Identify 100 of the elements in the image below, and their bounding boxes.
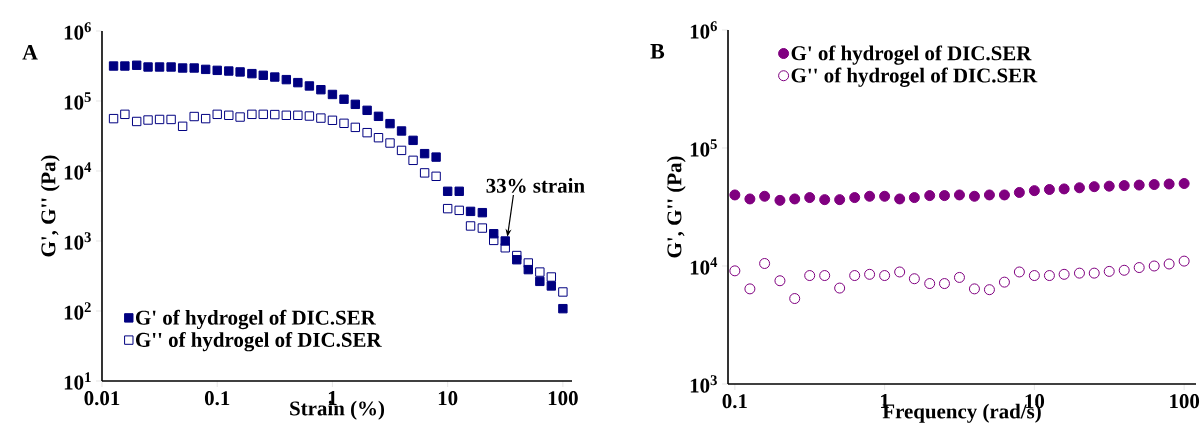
point <box>879 190 891 202</box>
point <box>924 190 936 202</box>
point <box>235 67 245 77</box>
point <box>1178 255 1190 267</box>
point <box>224 110 234 120</box>
point <box>316 85 326 95</box>
point <box>200 113 211 124</box>
point <box>729 189 741 201</box>
point <box>154 114 165 125</box>
point <box>1148 179 1160 191</box>
point <box>212 109 222 120</box>
point <box>373 133 384 143</box>
point <box>408 155 418 166</box>
point <box>1013 186 1025 198</box>
point <box>350 99 361 110</box>
point <box>968 190 980 202</box>
point <box>154 62 165 72</box>
point <box>339 118 349 129</box>
point <box>316 113 326 123</box>
point <box>1013 266 1025 278</box>
x-tick-label: 0.01 <box>84 391 120 406</box>
point <box>477 223 488 233</box>
point <box>327 115 338 125</box>
point <box>968 283 980 295</box>
point <box>327 89 338 100</box>
annotation: 33% strain <box>486 178 585 193</box>
point <box>258 109 268 120</box>
point <box>834 194 846 206</box>
point <box>558 303 568 314</box>
point <box>953 271 965 283</box>
point <box>1133 179 1145 191</box>
point <box>998 189 1010 201</box>
point <box>535 276 545 287</box>
x-tick-label: 100 <box>1170 394 1200 409</box>
y-tick-label: 10$^{3}$ <box>64 232 91 250</box>
point <box>789 293 801 305</box>
y-tick-label: 10$^{3}$ <box>690 375 717 393</box>
x-tick-label: 100 <box>548 391 578 406</box>
point <box>953 189 965 201</box>
point <box>512 250 522 261</box>
point <box>177 121 188 131</box>
point <box>804 270 816 282</box>
point <box>419 168 430 178</box>
y-tick-label: 10$^{5}$ <box>64 92 91 110</box>
point <box>834 282 846 294</box>
point <box>385 118 395 129</box>
point <box>1058 268 1070 280</box>
point <box>983 284 995 296</box>
point <box>1043 183 1055 195</box>
point <box>385 138 395 148</box>
point <box>396 145 407 156</box>
point <box>864 268 876 280</box>
point <box>908 192 920 204</box>
point <box>1163 258 1175 270</box>
point <box>189 111 199 122</box>
y-tick-label: 10$^{6}$ <box>64 22 91 40</box>
legend-label: G' of hydrogel of DIC.SER <box>135 309 376 330</box>
point <box>500 243 510 253</box>
point <box>131 60 142 70</box>
point <box>212 65 222 76</box>
point <box>431 152 441 162</box>
point <box>1163 178 1175 190</box>
point <box>1043 270 1055 282</box>
legend-label: G' of hydrogel of DIC.SER <box>791 45 1032 65</box>
point <box>270 109 280 120</box>
point <box>350 122 361 133</box>
point <box>744 193 756 205</box>
point <box>924 278 936 290</box>
point <box>143 62 153 72</box>
point <box>224 66 234 76</box>
point <box>1088 181 1100 193</box>
point <box>894 266 906 278</box>
point <box>373 111 384 122</box>
legend-label: G'' of hydrogel of DIC.SER <box>135 331 382 352</box>
point <box>1133 262 1145 274</box>
point <box>396 126 407 136</box>
y-tick-label: 10$^{4}$ <box>690 257 718 275</box>
point <box>938 190 950 202</box>
point <box>864 190 876 202</box>
point <box>177 63 188 73</box>
point <box>304 81 315 91</box>
point <box>759 257 771 269</box>
point <box>247 68 257 79</box>
point <box>293 110 303 120</box>
chart-title: B <box>650 44 665 59</box>
point <box>983 189 995 201</box>
point <box>489 235 499 246</box>
point <box>120 61 130 71</box>
legend-label: G'' of hydrogel of DIC.SER <box>791 67 1038 87</box>
point <box>281 74 292 85</box>
point <box>759 190 771 202</box>
point <box>894 193 906 205</box>
y-tick-label: 10$^{6}$ <box>690 21 717 39</box>
point <box>477 207 488 218</box>
point <box>166 62 176 72</box>
point <box>270 72 280 82</box>
point <box>166 114 176 125</box>
point <box>431 171 441 181</box>
point <box>558 287 568 297</box>
y-axis-title: G', G'' (Pa) <box>666 156 686 258</box>
